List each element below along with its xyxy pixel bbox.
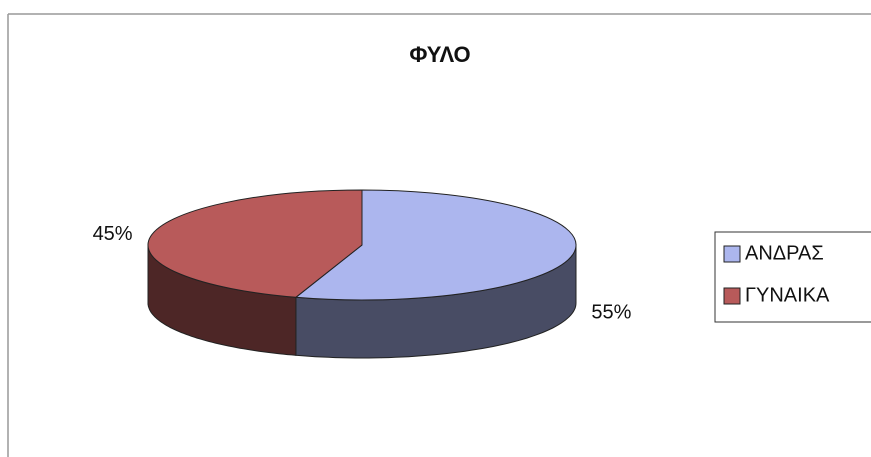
legend-label: ΑΝΔΡΑΣ <box>745 242 824 264</box>
legend-swatch <box>723 245 741 263</box>
legend-label: ΓΥΝΑΙΚΑ <box>745 284 830 306</box>
legend-box <box>714 231 871 323</box>
pie-slice <box>294 189 577 301</box>
data-label: 55% <box>591 301 631 323</box>
data-label: 45% <box>93 223 133 245</box>
pie-slice <box>147 189 363 298</box>
chart-title: ΦΥΛΟ <box>409 42 470 67</box>
legend-swatch <box>723 287 741 305</box>
